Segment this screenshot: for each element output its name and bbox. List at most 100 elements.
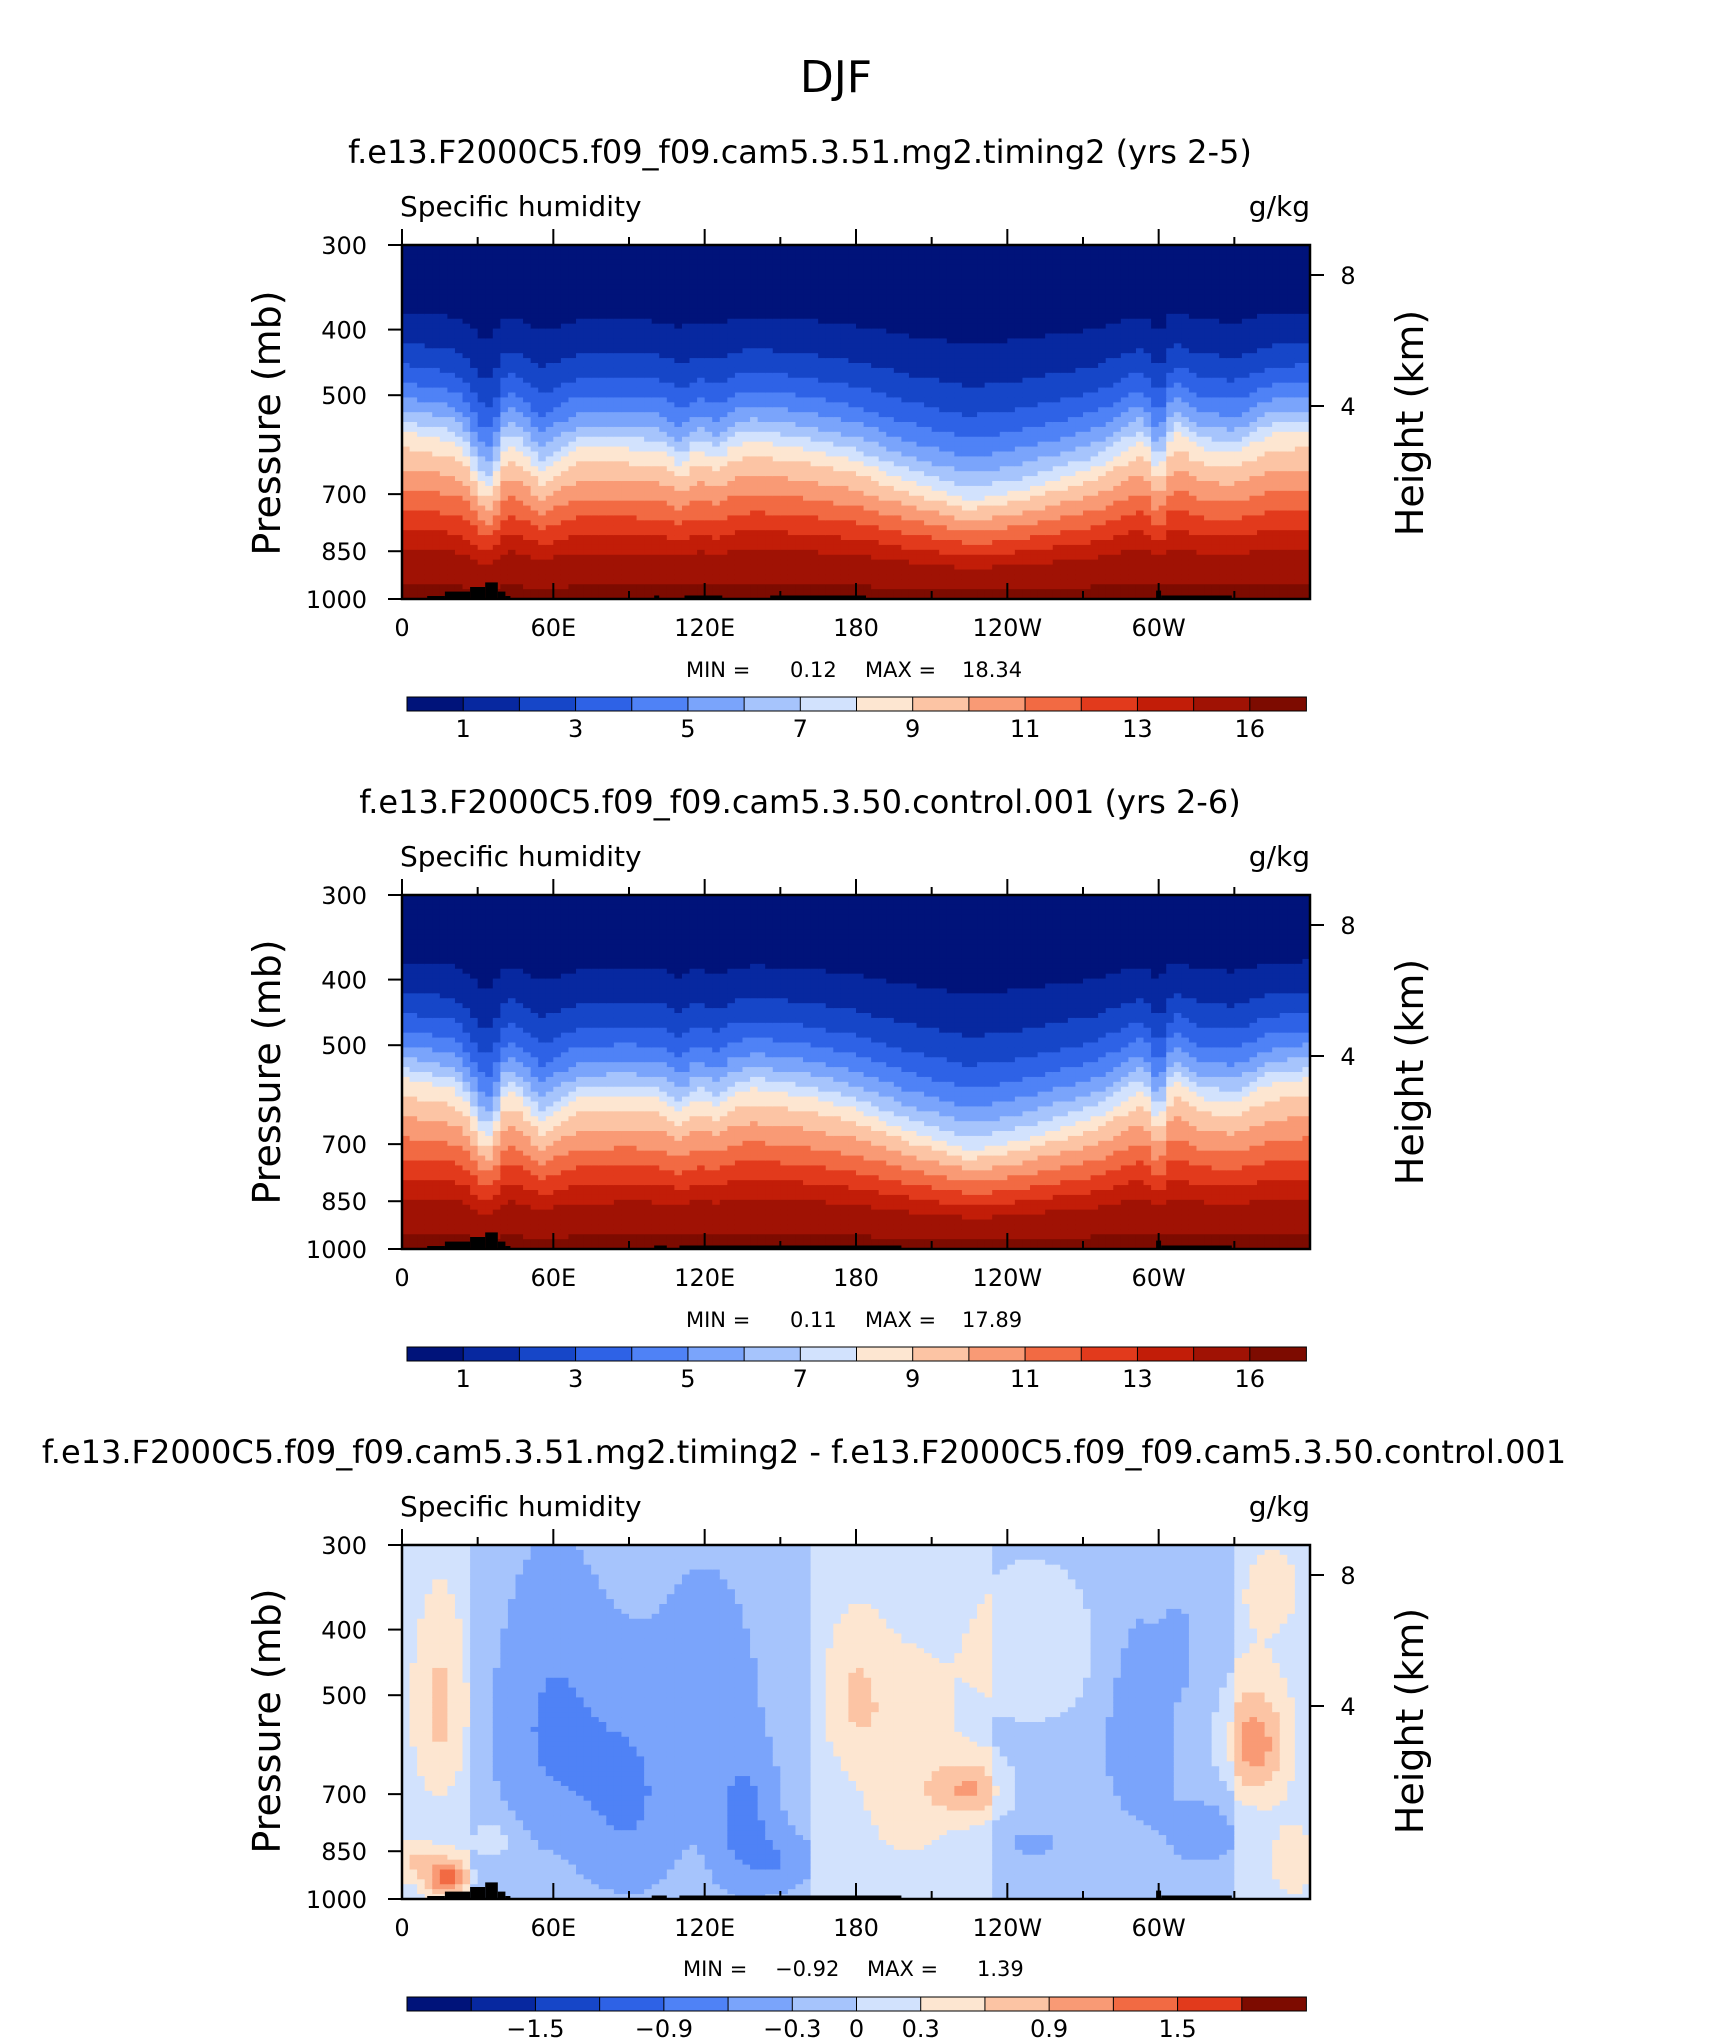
panel-1-contour-cell xyxy=(879,275,887,281)
panel-1-contour-cell xyxy=(727,412,735,418)
panel-1-contour-cell xyxy=(591,511,599,517)
panel-1-contour-cell xyxy=(410,289,418,295)
panel-1-contour-cell xyxy=(576,304,584,310)
panel-1-contour-cell xyxy=(417,486,425,492)
panel-1-contour-cell xyxy=(894,397,902,403)
panel-1-contour-cell xyxy=(871,314,879,320)
panel-1-contour-cell xyxy=(432,530,440,536)
panel-1-contour-cell xyxy=(879,486,887,492)
panel-1-contour-cell xyxy=(478,358,486,364)
panel-1-contour-cell xyxy=(591,589,599,595)
panel-1-contour-cell xyxy=(894,481,902,487)
panel-1-contour-cell xyxy=(606,304,614,310)
panel-1-contour-cell xyxy=(750,437,758,443)
panel-1-contour-cell xyxy=(591,343,599,349)
panel-1-contour-cell xyxy=(727,402,735,408)
panel-1-contour-cell xyxy=(727,525,735,531)
panel-1-contour-cell xyxy=(591,309,599,315)
panel-1-contour-cell xyxy=(780,476,788,482)
panel-1-contour-cell xyxy=(690,579,698,585)
panel-1-contour-cell xyxy=(455,319,463,325)
panel-1-contour-cell xyxy=(508,456,516,462)
panel-1-contour-cell xyxy=(568,412,576,418)
panel-1-contour-cell xyxy=(856,540,864,546)
panel-1-contour-cell xyxy=(516,412,524,418)
panel-1-contour-cell xyxy=(735,412,743,418)
panel-1-contour-cell xyxy=(773,402,781,408)
panel-1-contour-cell xyxy=(432,437,440,443)
panel-1-contour-cell xyxy=(644,368,652,374)
panel-1-contour-cell xyxy=(833,363,841,369)
panel-1-contour-cell xyxy=(576,511,584,517)
panel-1-contour-cell xyxy=(743,255,751,261)
panel-1-contour-cell xyxy=(705,284,713,290)
panel-1-contour-cell xyxy=(705,402,713,408)
panel-1-contour-cell xyxy=(871,570,879,576)
panel-1-contour-cell xyxy=(576,574,584,580)
panel-1-contour-cell xyxy=(780,402,788,408)
panel-1-contour-cell xyxy=(773,555,781,561)
panel-1-contour-cell xyxy=(674,574,682,580)
panel-1-contour-cell xyxy=(440,456,448,462)
panel-1-contour-cell xyxy=(485,570,493,576)
panel-1-contour-cell xyxy=(735,447,743,453)
panel-1-contour-cell xyxy=(788,461,796,467)
panel-1-contour-cell xyxy=(795,294,803,300)
panel-1-contour-cell xyxy=(553,491,561,497)
panel-1-contour-cell xyxy=(780,579,788,585)
panel-1-contour-cell xyxy=(440,476,448,482)
panel-1-contour-cell xyxy=(637,545,645,551)
panel-1-contour-cell xyxy=(455,570,463,576)
panel-1-contour-cell xyxy=(652,535,660,541)
panel-1-contour-cell xyxy=(833,511,841,517)
panel-1-contour-cell xyxy=(690,363,698,369)
panel-1-contour-cell xyxy=(864,461,872,467)
panel-1-contour-cell xyxy=(811,412,819,418)
panel-1-contour-cell xyxy=(599,388,607,394)
panel-1-contour-cell xyxy=(614,437,622,443)
panel-1-contour-cell xyxy=(568,304,576,310)
panel-1-contour-cell xyxy=(841,506,849,512)
panel-1-contour-cell xyxy=(735,314,743,320)
panel-1-contour-cell xyxy=(758,324,766,330)
panel-1-contour-cell xyxy=(856,363,864,369)
panel-1-contour-cell xyxy=(410,270,418,276)
panel-1-contour-cell xyxy=(743,442,751,448)
panel-1-contour-cell xyxy=(568,250,576,256)
panel-1-contour-cell xyxy=(901,432,909,438)
panel-1-contour-cell xyxy=(432,486,440,492)
panel-1-contour-cell xyxy=(447,343,455,349)
panel-1-contour-cell xyxy=(712,284,720,290)
panel-1-contour-cell xyxy=(432,555,440,561)
panel-1-contour-cell xyxy=(743,402,751,408)
panel-1-contour-cell xyxy=(553,279,561,285)
panel-1-contour-cell xyxy=(659,570,667,576)
panel-1-contour-cell xyxy=(879,471,887,477)
panel-1-contour-cell xyxy=(886,397,894,403)
panel-1-contour-cell xyxy=(652,358,660,364)
panel-1-contour-cell xyxy=(795,584,803,590)
panel-1-contour-cell xyxy=(652,501,660,507)
panel-1-contour-cell xyxy=(727,353,735,359)
panel-1-contour-cell xyxy=(470,481,478,487)
panel-1-contour-cell xyxy=(841,363,849,369)
panel-1-contour-cell xyxy=(531,560,539,566)
panel-1-contour-cell xyxy=(833,260,841,266)
panel-1-contour-cell xyxy=(811,388,819,394)
panel-1-contour-cell xyxy=(690,476,698,482)
panel-1-contour-cell xyxy=(780,570,788,576)
panel-1-contour-cell xyxy=(576,579,584,585)
panel-1-contour-cell xyxy=(614,373,622,379)
panel-1-contour-cell xyxy=(727,363,735,369)
panel-1-contour-cell xyxy=(841,294,849,300)
panel-1-contour-cell xyxy=(818,579,826,585)
panel-1-contour-cell xyxy=(871,506,879,512)
panel-1-contour-cell xyxy=(758,466,766,472)
panel-1-contour-cell xyxy=(697,466,705,472)
panel-1-contour-cell xyxy=(674,496,682,502)
panel-1-contour-cell xyxy=(561,373,569,379)
panel-1-contour-cell xyxy=(440,535,448,541)
panel-1-contour-cell xyxy=(750,520,758,526)
panel-1-contour-cell xyxy=(447,304,455,310)
panel-1-contour-cell xyxy=(531,393,539,399)
